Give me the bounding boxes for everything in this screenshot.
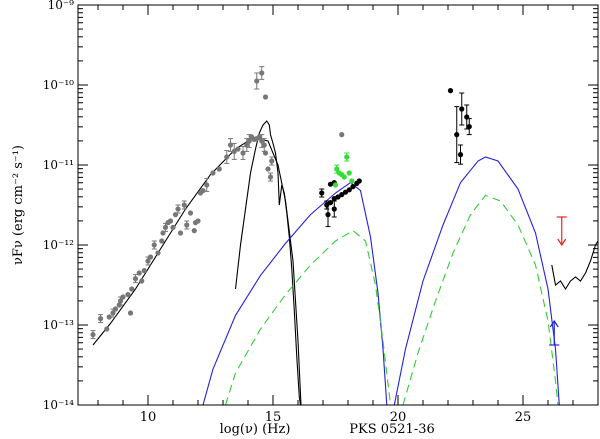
data-point	[145, 258, 151, 264]
data-point	[246, 138, 252, 144]
data-point	[147, 254, 154, 260]
data-point	[335, 194, 341, 200]
data-point	[447, 88, 454, 94]
model_component_blackbody-curve	[234, 120, 302, 406]
model_component_green_ic-curve	[402, 194, 559, 406]
data-point	[136, 270, 142, 276]
data-point	[132, 276, 139, 282]
data-point	[141, 268, 147, 274]
data-point	[259, 70, 265, 76]
x-tick-label: 25	[515, 410, 532, 425]
data-point	[346, 170, 352, 176]
data-point	[139, 278, 145, 284]
plot-frame	[77, 4, 599, 406]
model_total_high_energy-curve	[202, 181, 388, 406]
x-tick-label: 20	[390, 410, 407, 425]
data-point	[127, 310, 134, 316]
limit-markers	[549, 216, 567, 346]
data-point	[261, 142, 267, 148]
data-point	[210, 170, 216, 176]
data-point	[244, 142, 250, 148]
data-point	[235, 146, 241, 152]
data-point	[346, 187, 352, 193]
data-point	[256, 134, 262, 140]
model_component_green-curve	[224, 229, 392, 406]
data-point	[254, 78, 260, 84]
data-point	[112, 306, 119, 312]
data-point	[117, 298, 124, 304]
x-axis-label: log(ν) (Hz)	[220, 422, 291, 437]
data-point	[181, 202, 187, 208]
y-tick-label: 10⁻¹³	[43, 318, 74, 332]
data-point	[106, 314, 112, 320]
lower-limit-arrow	[549, 319, 559, 328]
data-points	[90, 66, 472, 340]
data-point	[187, 210, 194, 216]
y-tick-label: 10⁻¹⁴	[43, 398, 74, 412]
data-point	[104, 326, 110, 332]
chart-title: PKS 0521-36	[349, 422, 435, 437]
y-tick-label: 10⁻¹²	[43, 238, 74, 252]
data-point	[216, 166, 222, 172]
data-point	[269, 158, 275, 164]
data-point	[332, 182, 339, 188]
data-point	[325, 212, 331, 218]
data-point	[175, 206, 181, 212]
data-point	[224, 154, 230, 160]
model-curves	[92, 120, 599, 406]
y-tick-label: 10⁻¹¹	[43, 158, 74, 172]
data-point	[356, 178, 362, 184]
data-point	[90, 332, 96, 338]
data-point	[155, 250, 161, 256]
data-point	[454, 132, 460, 138]
data-point	[457, 152, 464, 158]
data-point	[167, 218, 174, 224]
data-point	[344, 154, 350, 160]
data-point	[342, 189, 349, 195]
data-point	[350, 184, 356, 190]
data-point	[200, 188, 206, 194]
y-axis-label: νFν (erg cm⁻² s⁻¹)	[11, 145, 26, 265]
data-point	[170, 224, 176, 230]
data-point	[262, 150, 269, 156]
x-tick-label: 10	[140, 410, 157, 425]
data-point	[110, 310, 116, 316]
data-point	[191, 228, 197, 234]
y-tick-label: 10⁻⁹	[48, 0, 75, 12]
axes: 10 15 20 25 10⁻¹⁴ 10⁻¹³ 10⁻¹² 10⁻¹¹ 10⁻¹⁰ 10⁻⁹	[43, 0, 599, 425]
data-point	[231, 148, 237, 154]
data-point	[349, 178, 355, 184]
data-point	[177, 230, 184, 236]
data-point	[204, 182, 210, 188]
data-point	[259, 138, 265, 144]
data-point	[341, 174, 347, 180]
data-point	[151, 242, 157, 248]
model_total_ic-curve	[393, 156, 560, 406]
data-point	[120, 294, 126, 300]
data-point	[195, 218, 201, 224]
data-point	[334, 166, 340, 172]
data-point	[262, 94, 269, 100]
data-point	[267, 174, 274, 180]
data-point	[331, 206, 337, 212]
data-point	[184, 222, 190, 228]
upper-limit-arrow	[557, 238, 567, 247]
x-tick-label: 15	[265, 410, 282, 425]
data-point	[339, 192, 345, 198]
sensitivity-curve	[551, 240, 599, 291]
data-point	[97, 316, 104, 322]
data-point	[159, 238, 165, 244]
data-point	[319, 190, 325, 196]
data-point	[125, 292, 131, 298]
data-point	[339, 132, 345, 138]
data-point	[265, 166, 271, 172]
data-point	[466, 124, 472, 130]
y-tick-label: 10⁻¹⁰	[43, 78, 74, 92]
data-point	[162, 224, 169, 230]
data-point	[459, 106, 465, 112]
data-point	[129, 286, 135, 292]
